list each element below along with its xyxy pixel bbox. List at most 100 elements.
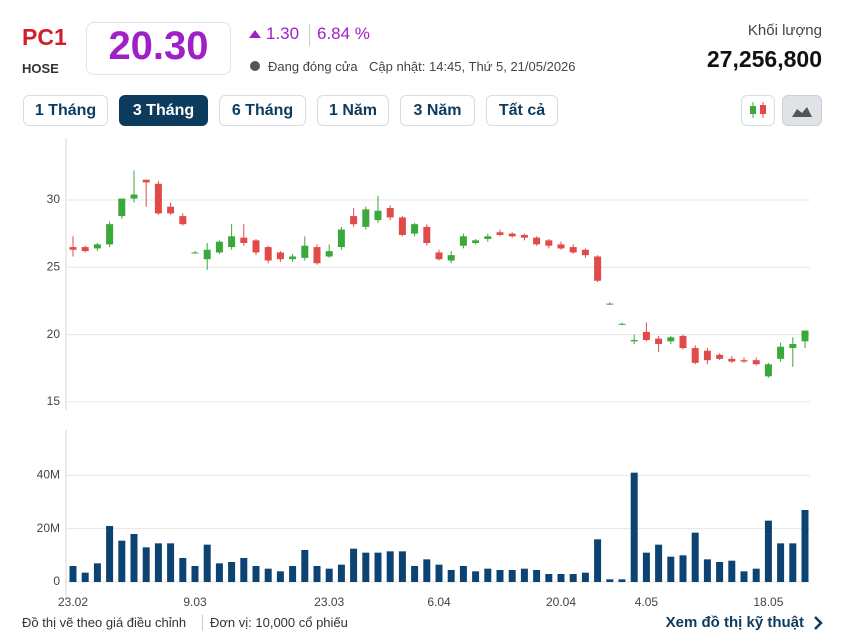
candle-body: [252, 240, 260, 253]
candle-body: [264, 247, 272, 261]
candle-body: [777, 346, 785, 359]
range-tab[interactable]: 6 Tháng: [219, 95, 306, 126]
candle-body: [362, 209, 370, 227]
candle-body: [679, 335, 687, 349]
candle-body: [386, 208, 394, 218]
candle-body: [764, 364, 772, 377]
footer-note: Đồ thị vẽ theo giá điều chỉnh: [22, 615, 187, 630]
volume-bar: [557, 574, 565, 582]
symbol: PC1: [22, 24, 67, 50]
range-tab[interactable]: 3 Năm: [400, 95, 475, 126]
candle-body: [228, 236, 236, 248]
volume-label: Khối lượng: [747, 22, 822, 39]
volume-bar: [679, 555, 687, 582]
volume-bar: [179, 558, 187, 582]
separator: [309, 24, 310, 46]
volume-bar: [752, 568, 760, 582]
volume-bar: [252, 566, 260, 582]
volume-bar: [313, 566, 321, 582]
volume-bar: [459, 566, 467, 582]
separator: [202, 615, 203, 631]
volume-bar: [764, 520, 772, 582]
volume-bar: [374, 552, 382, 582]
volume-bar: [533, 570, 541, 582]
candle-body: [642, 331, 650, 340]
candle-icon-button[interactable]: [741, 95, 775, 126]
updated: Cập nhật: 14:45, Thứ 5, 21/05/2026: [369, 59, 576, 74]
candle-body: [703, 350, 711, 361]
candle-body: [484, 236, 492, 239]
candle-body: [508, 233, 516, 237]
range-tab[interactable]: 1 Năm: [317, 95, 389, 126]
change-pct: 6.84 %: [317, 24, 370, 43]
candle-icon: [750, 102, 766, 118]
candle-body: [472, 240, 480, 244]
exchange: HOSE: [22, 61, 59, 76]
candle-body: [728, 358, 736, 362]
volume-bar: [801, 510, 809, 582]
volume-bar: [301, 550, 309, 582]
candle-body: [789, 344, 797, 349]
volume-bar: [594, 539, 602, 582]
y-tick-label: 40M: [37, 468, 60, 482]
candle-body: [716, 354, 724, 359]
candle-body: [435, 252, 443, 260]
volume-bar: [240, 558, 248, 582]
volume-bar: [435, 564, 443, 582]
candle-body: [301, 245, 309, 258]
candle-body: [545, 240, 553, 246]
volume-bar: [142, 547, 150, 582]
candle-body: [154, 183, 162, 214]
candle-body: [240, 237, 248, 244]
candle-body: [655, 338, 663, 345]
volume-bar: [203, 544, 211, 582]
candle-body: [520, 234, 528, 238]
volume-bar: [325, 568, 333, 582]
candle-body: [630, 339, 638, 342]
range-tab[interactable]: 3 Tháng: [119, 95, 208, 126]
volume-bar: [740, 571, 748, 582]
candle-body: [752, 360, 760, 365]
technical-link[interactable]: Xem đồ thị kỹ thuật: [665, 614, 804, 631]
candle-body: [533, 237, 541, 245]
volume-bar: [69, 566, 77, 582]
candle-body: [459, 236, 467, 246]
candle-body: [276, 252, 284, 260]
candle-body: [740, 360, 748, 362]
price-box: [86, 22, 231, 75]
volume: 27,256,800: [706, 46, 822, 72]
candle-body: [569, 247, 577, 253]
candle-body: [618, 323, 626, 325]
volume-bar: [581, 572, 589, 582]
candle-body: [496, 232, 504, 235]
status-dot: [250, 61, 260, 71]
y-tick-label: 30: [47, 192, 61, 206]
candle-body: [69, 247, 77, 250]
volume-bar: [362, 552, 370, 582]
volume-bar: [350, 548, 358, 582]
volume-bar: [606, 579, 614, 582]
x-tick-label: 23.03: [314, 595, 344, 609]
volume-bar: [398, 551, 406, 582]
y-tick-label: 15: [47, 394, 61, 408]
candle-body: [447, 255, 455, 261]
candle-body: [289, 256, 297, 260]
range-tab[interactable]: 1 Tháng: [23, 95, 108, 126]
footer-unit: Đơn vị: 10,000 cổ phiếu: [210, 615, 348, 630]
volume-bar: [545, 574, 553, 582]
volume-bar: [106, 526, 114, 582]
candle-body: [594, 256, 602, 281]
volume-bar: [130, 534, 138, 582]
volume-bar: [484, 568, 492, 582]
volume-bar: [167, 543, 175, 582]
candle-body: [606, 303, 614, 305]
volume-bar: [728, 560, 736, 582]
y-tick-label: 25: [47, 259, 61, 273]
volume-bar: [777, 543, 785, 582]
range-tab[interactable]: Tất cả: [486, 95, 558, 126]
volume-bar: [716, 562, 724, 582]
area-icon-button[interactable]: [782, 95, 822, 126]
volume-bar: [691, 532, 699, 582]
volume-bar: [520, 568, 528, 582]
